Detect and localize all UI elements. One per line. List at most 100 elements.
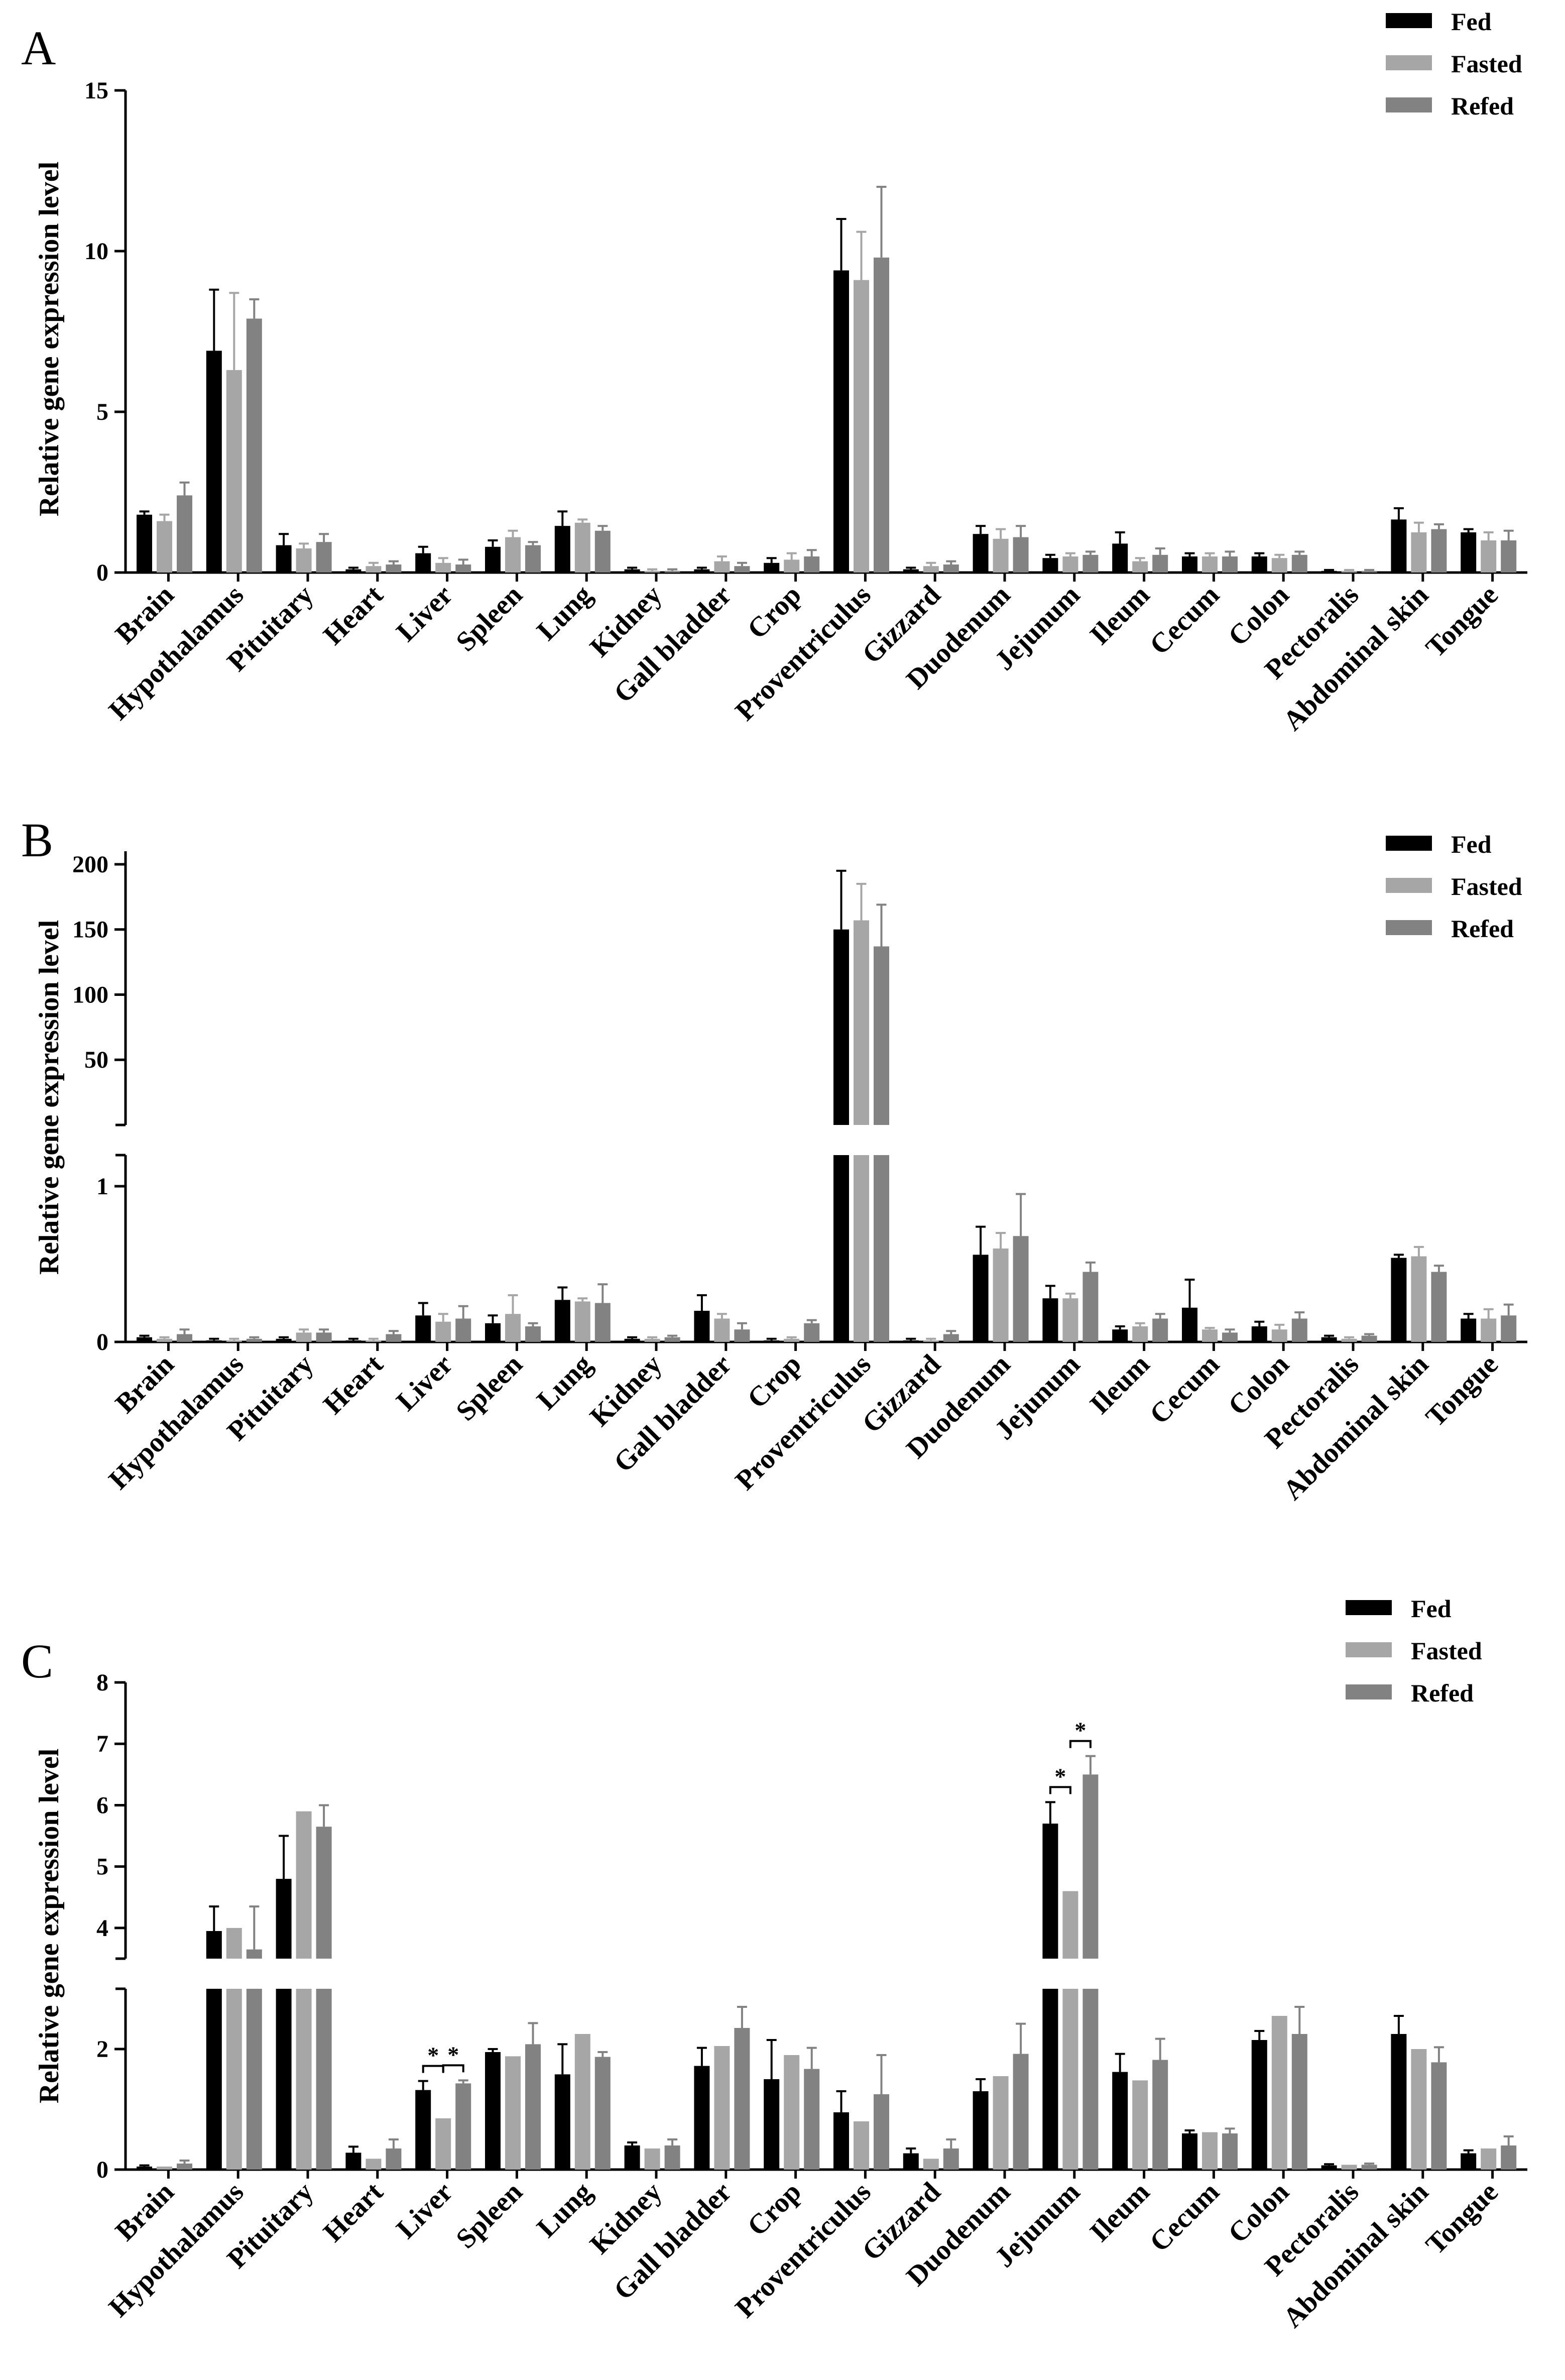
bar-fed — [554, 1300, 570, 1342]
x-category-label: Tongue — [1420, 2176, 1504, 2260]
bar-refed — [1361, 1335, 1377, 1342]
x-category-label: Heart — [317, 1348, 389, 1420]
bar-fed — [973, 2091, 989, 2170]
significance-star: * — [447, 2042, 459, 2067]
bar-fed — [1321, 1337, 1337, 1342]
bar-refed — [1291, 2034, 1307, 2170]
bar-fasted — [226, 370, 242, 573]
bar-fed — [1461, 532, 1477, 573]
bar-refed — [1501, 1315, 1517, 1342]
x-category-label: Spleen — [450, 1348, 529, 1427]
bar-fasted — [1411, 2049, 1427, 2170]
bar-fed-lower — [833, 1155, 849, 1342]
bar-fed — [1042, 558, 1058, 573]
bar-refed-upper — [1082, 1774, 1099, 1959]
x-category-label: Cecum — [1144, 579, 1226, 661]
bar-fed — [1182, 1307, 1197, 1342]
bar-refed-lower — [316, 1989, 332, 2170]
bar-fed — [415, 2090, 431, 2170]
bar-fasted — [644, 2148, 660, 2170]
y-axis-title: Relative gene expression level — [34, 920, 65, 1275]
bar-fasted — [574, 2034, 590, 2170]
bar-refed — [1361, 571, 1377, 573]
bar-fed — [694, 2066, 710, 2170]
bar-fasted — [1481, 1318, 1497, 1342]
bar-fed — [1391, 519, 1407, 573]
bar-refed — [525, 545, 541, 573]
bar-fasted — [505, 537, 521, 573]
bar-refed — [1431, 529, 1447, 573]
y-axis-title: Relative gene expression level — [34, 1749, 65, 2104]
bar-fasted — [505, 2056, 521, 2170]
x-category-label: Heart — [317, 2176, 389, 2248]
significance-bracket — [1049, 1786, 1071, 1794]
bar-refed — [1291, 554, 1307, 573]
x-category-label: Cecum — [1144, 2176, 1226, 2258]
bar-fed — [1321, 2165, 1337, 2170]
bar-fasted — [1411, 532, 1427, 573]
bar-fasted — [923, 1340, 939, 1342]
bar-fasted — [1411, 1256, 1427, 1342]
bar-fasted — [993, 2076, 1009, 2170]
bar-fasted — [1271, 558, 1287, 573]
legend-label-fed: Fed — [1411, 1595, 1452, 1623]
x-category-label: Cecum — [1144, 1348, 1226, 1430]
bar-fasted — [714, 2046, 730, 2170]
y-tick-label: 4 — [96, 1915, 108, 1942]
bar-fasted — [435, 562, 451, 573]
bar-fasted — [435, 1321, 451, 1342]
legend-swatch-refed — [1386, 920, 1432, 935]
bar-fed — [1112, 543, 1128, 573]
bar-refed — [525, 1326, 541, 1342]
bar-fasted — [226, 1340, 242, 1342]
bar-fasted — [1062, 556, 1078, 573]
bar-refed — [943, 564, 959, 573]
panel-letter: A — [21, 21, 56, 75]
bar-fasted — [923, 2159, 939, 2170]
bar-fed — [345, 1340, 362, 1342]
bar-refed — [455, 2083, 471, 2170]
y-tick-label: 5 — [96, 399, 108, 425]
legend-label-fed: Fed — [1451, 8, 1492, 36]
bar-fasted — [1341, 571, 1357, 573]
legend-label-fed: Fed — [1451, 830, 1492, 858]
legend-label-refed: Refed — [1451, 915, 1514, 943]
significance-star: * — [427, 2043, 439, 2068]
bar-refed — [386, 564, 402, 573]
x-category-label: Spleen — [450, 579, 529, 657]
bar-fed — [1182, 2133, 1197, 2170]
bar-refed — [804, 1323, 820, 1342]
bar-fed — [903, 569, 919, 573]
bar-refed — [1013, 1236, 1029, 1342]
bar-fasted — [1062, 1298, 1078, 1342]
bar-refed — [316, 1332, 332, 1342]
bar-fasted — [854, 2121, 869, 2170]
y-tick-label: 8 — [96, 1669, 108, 1696]
y-tick-label: 50 — [84, 1047, 108, 1073]
x-category-label: Crop — [742, 579, 807, 645]
bar-refed — [734, 566, 750, 573]
significance-star: * — [1074, 1718, 1086, 1743]
legend-label-fasted: Fasted — [1411, 1637, 1482, 1665]
legend-label-refed: Refed — [1411, 1679, 1474, 1707]
bar-fasted — [1481, 540, 1497, 573]
bar-fasted — [923, 566, 939, 573]
bar-fed — [345, 2152, 362, 2170]
y-tick-label: 6 — [96, 1792, 108, 1819]
legend-swatch-fasted — [1386, 878, 1432, 893]
legend-swatch-fed — [1386, 13, 1432, 28]
bar-refed — [664, 1337, 680, 1342]
bar-fed-upper — [833, 929, 849, 1125]
bar-refed — [734, 2028, 750, 2170]
bar-fed — [554, 2074, 570, 2170]
bar-refed — [1431, 2062, 1447, 2170]
y-tick-label: 10 — [84, 238, 108, 265]
bar-fasted — [157, 521, 172, 573]
y-tick-label: 2 — [96, 2036, 108, 2063]
bar-fed-lower — [206, 1989, 222, 2170]
bar-refed — [1222, 1332, 1238, 1342]
bar-refed — [386, 2148, 402, 2170]
bar-refed — [943, 2148, 959, 2170]
